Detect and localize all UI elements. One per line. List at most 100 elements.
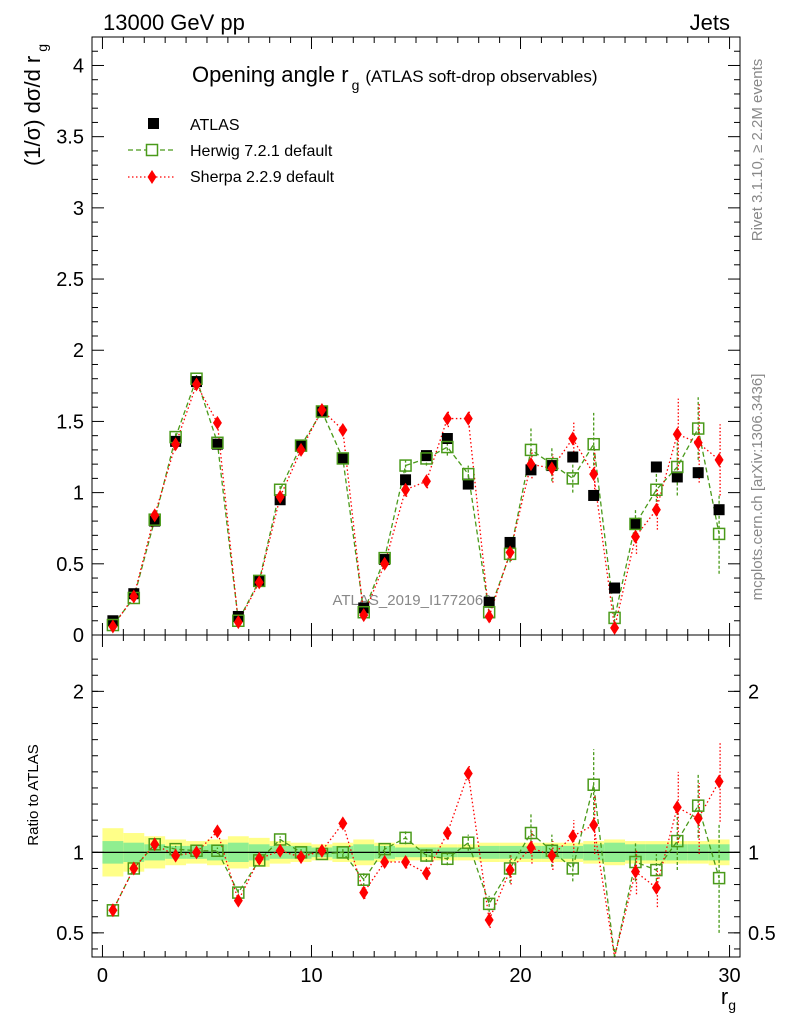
- sherpa-data-point: [129, 589, 139, 604]
- ratio-x-tick-label: 20: [509, 965, 531, 987]
- sherpa-data-point: [714, 452, 724, 467]
- sherpa-data-point: [150, 508, 160, 523]
- main-y-tick-label: 0.5: [56, 554, 84, 576]
- ratio-sherpa-point: [171, 848, 181, 863]
- chart-title-text: Opening angle r: [192, 62, 349, 87]
- sherpa-data-point: [442, 411, 452, 426]
- sherpa-data-point: [672, 427, 682, 442]
- header-process: Jets: [690, 10, 730, 35]
- ratio-herwig-point: [671, 834, 684, 848]
- atlas-data-point: [337, 452, 349, 464]
- ratio-sherpa-point: [693, 811, 703, 826]
- chart-title-note: (ATLAS soft-drop observables): [365, 67, 597, 86]
- ratio-sherpa-point: [421, 866, 431, 881]
- main-y-tick-label: 2.5: [56, 269, 84, 291]
- rivet-label: Rivet 3.1.10, ≥ 2.2M events: [749, 59, 766, 242]
- main-ylabel-text: (1/σ) dσ/d r: [20, 56, 45, 166]
- ratio-sherpa-point: [108, 903, 118, 918]
- ratio-y-tick-label: 1: [73, 842, 84, 864]
- sherpa-data-point: [589, 467, 599, 482]
- main-y-tick-label: 1.5: [56, 411, 84, 433]
- herwig-series-line: [112, 376, 720, 626]
- sherpa-data-point: [505, 545, 515, 560]
- sherpa-data-point: [275, 489, 285, 504]
- ratio-herwig-point: [712, 871, 726, 885]
- atlas-data-point: [483, 596, 495, 608]
- ratio-x-tick-label: 30: [718, 965, 740, 987]
- chart-title: Opening angle r g (ATLAS soft-drop observa…: [192, 62, 597, 93]
- legend-herwig-label: Herwig 7.2.1 default: [190, 143, 333, 160]
- main-y-tick-label: 1: [73, 483, 84, 505]
- ratio-herwig-point: [378, 842, 391, 856]
- sherpa-data-point: [463, 411, 473, 426]
- main-y-tick-label: 3: [73, 198, 84, 220]
- x-axis-label-sub: g: [728, 997, 736, 1013]
- main-ylabel-sub: g: [34, 44, 50, 52]
- ratio-herwig-line: [112, 784, 720, 958]
- sherpa-data-point: [547, 461, 557, 476]
- x-axis-label: rg: [721, 984, 736, 1013]
- ratio-sherpa-point: [275, 843, 285, 858]
- ratio-herwig-point: [211, 844, 224, 857]
- watermark: ATLAS_2019_I1772062: [332, 592, 491, 609]
- herwig-data-point: [650, 483, 663, 497]
- ratio-herwig-point: [566, 862, 580, 875]
- ratio-herwig-point: [587, 778, 600, 791]
- atlas-data-point: [588, 489, 600, 501]
- legend-herwig-marker: [145, 143, 159, 157]
- main-y-tick-label: 4: [73, 55, 84, 77]
- ratio-sherpa-point: [254, 851, 264, 866]
- ratio-sherpa-point: [129, 861, 139, 876]
- ratio-sherpa-point: [338, 816, 348, 831]
- main-y-tick-label: 2: [73, 340, 84, 362]
- main-ylabel: (1/σ) dσ/d r g: [20, 44, 50, 166]
- ratio-sherpa-point: [526, 840, 536, 855]
- legend-sherpa-label: Sherpa 2.2.9 default: [190, 169, 335, 186]
- sherpa-data-point: [526, 457, 536, 472]
- main-data: [106, 372, 726, 635]
- legend: ATLAS Herwig 7.2.1 default Sherpa 2.2.9 …: [128, 117, 335, 186]
- atlas-data-point: [692, 467, 704, 479]
- ratio-sherpa-point: [442, 826, 452, 841]
- ratio-herwig-point: [650, 863, 663, 877]
- atlas-data-point: [713, 504, 725, 516]
- herwig-data-point: [211, 436, 224, 450]
- ratio-sherpa-point: [296, 850, 306, 865]
- ratio-sherpa-point: [484, 912, 494, 927]
- ratio-data: [106, 741, 726, 958]
- herwig-data-point: [420, 452, 433, 465]
- ratio-sherpa-point: [359, 885, 369, 900]
- herwig-data-point: [566, 472, 580, 485]
- ratio-uncertainty-band: [92, 828, 740, 877]
- ratio-sherpa-point: [547, 848, 557, 863]
- atlas-data-point: [650, 461, 662, 473]
- ratio-sherpa-point: [150, 837, 160, 852]
- sherpa-data-point: [630, 529, 640, 544]
- sherpa-data-point: [338, 422, 348, 437]
- atlas-data-point: [400, 474, 412, 486]
- svg-text:(1/σ) dσ/d rg: (1/σ) dσ/d r g: [20, 44, 50, 166]
- atlas-data-point: [462, 478, 474, 490]
- ratio-sherpa-point: [380, 855, 390, 870]
- sherpa-data-point: [108, 619, 118, 634]
- sherpa-data-point: [233, 615, 243, 630]
- sherpa-data-point: [254, 575, 264, 590]
- legend-sherpa-marker: [147, 170, 157, 184]
- herwig-data-point: [691, 422, 705, 435]
- sherpa-data-point: [317, 403, 327, 418]
- atlas-data-point: [358, 602, 370, 614]
- ratio-herwig-point: [336, 846, 350, 859]
- sherpa-data-point: [171, 437, 181, 452]
- legend-atlas-label: ATLAS: [190, 117, 240, 134]
- sherpa-data-point: [651, 502, 661, 517]
- sherpa-data-point: [693, 435, 703, 450]
- ratio-sherpa-point: [672, 800, 682, 815]
- sherpa-data-point: [421, 474, 431, 489]
- herwig-data-point: [462, 467, 475, 481]
- herwig-data-point: [712, 527, 726, 541]
- ratio-sherpa-point: [463, 766, 473, 781]
- header-energy: 13000 GeV pp: [103, 10, 245, 35]
- main-y-tick-label: 3.5: [56, 127, 84, 149]
- ratio-sherpa-point: [651, 880, 661, 895]
